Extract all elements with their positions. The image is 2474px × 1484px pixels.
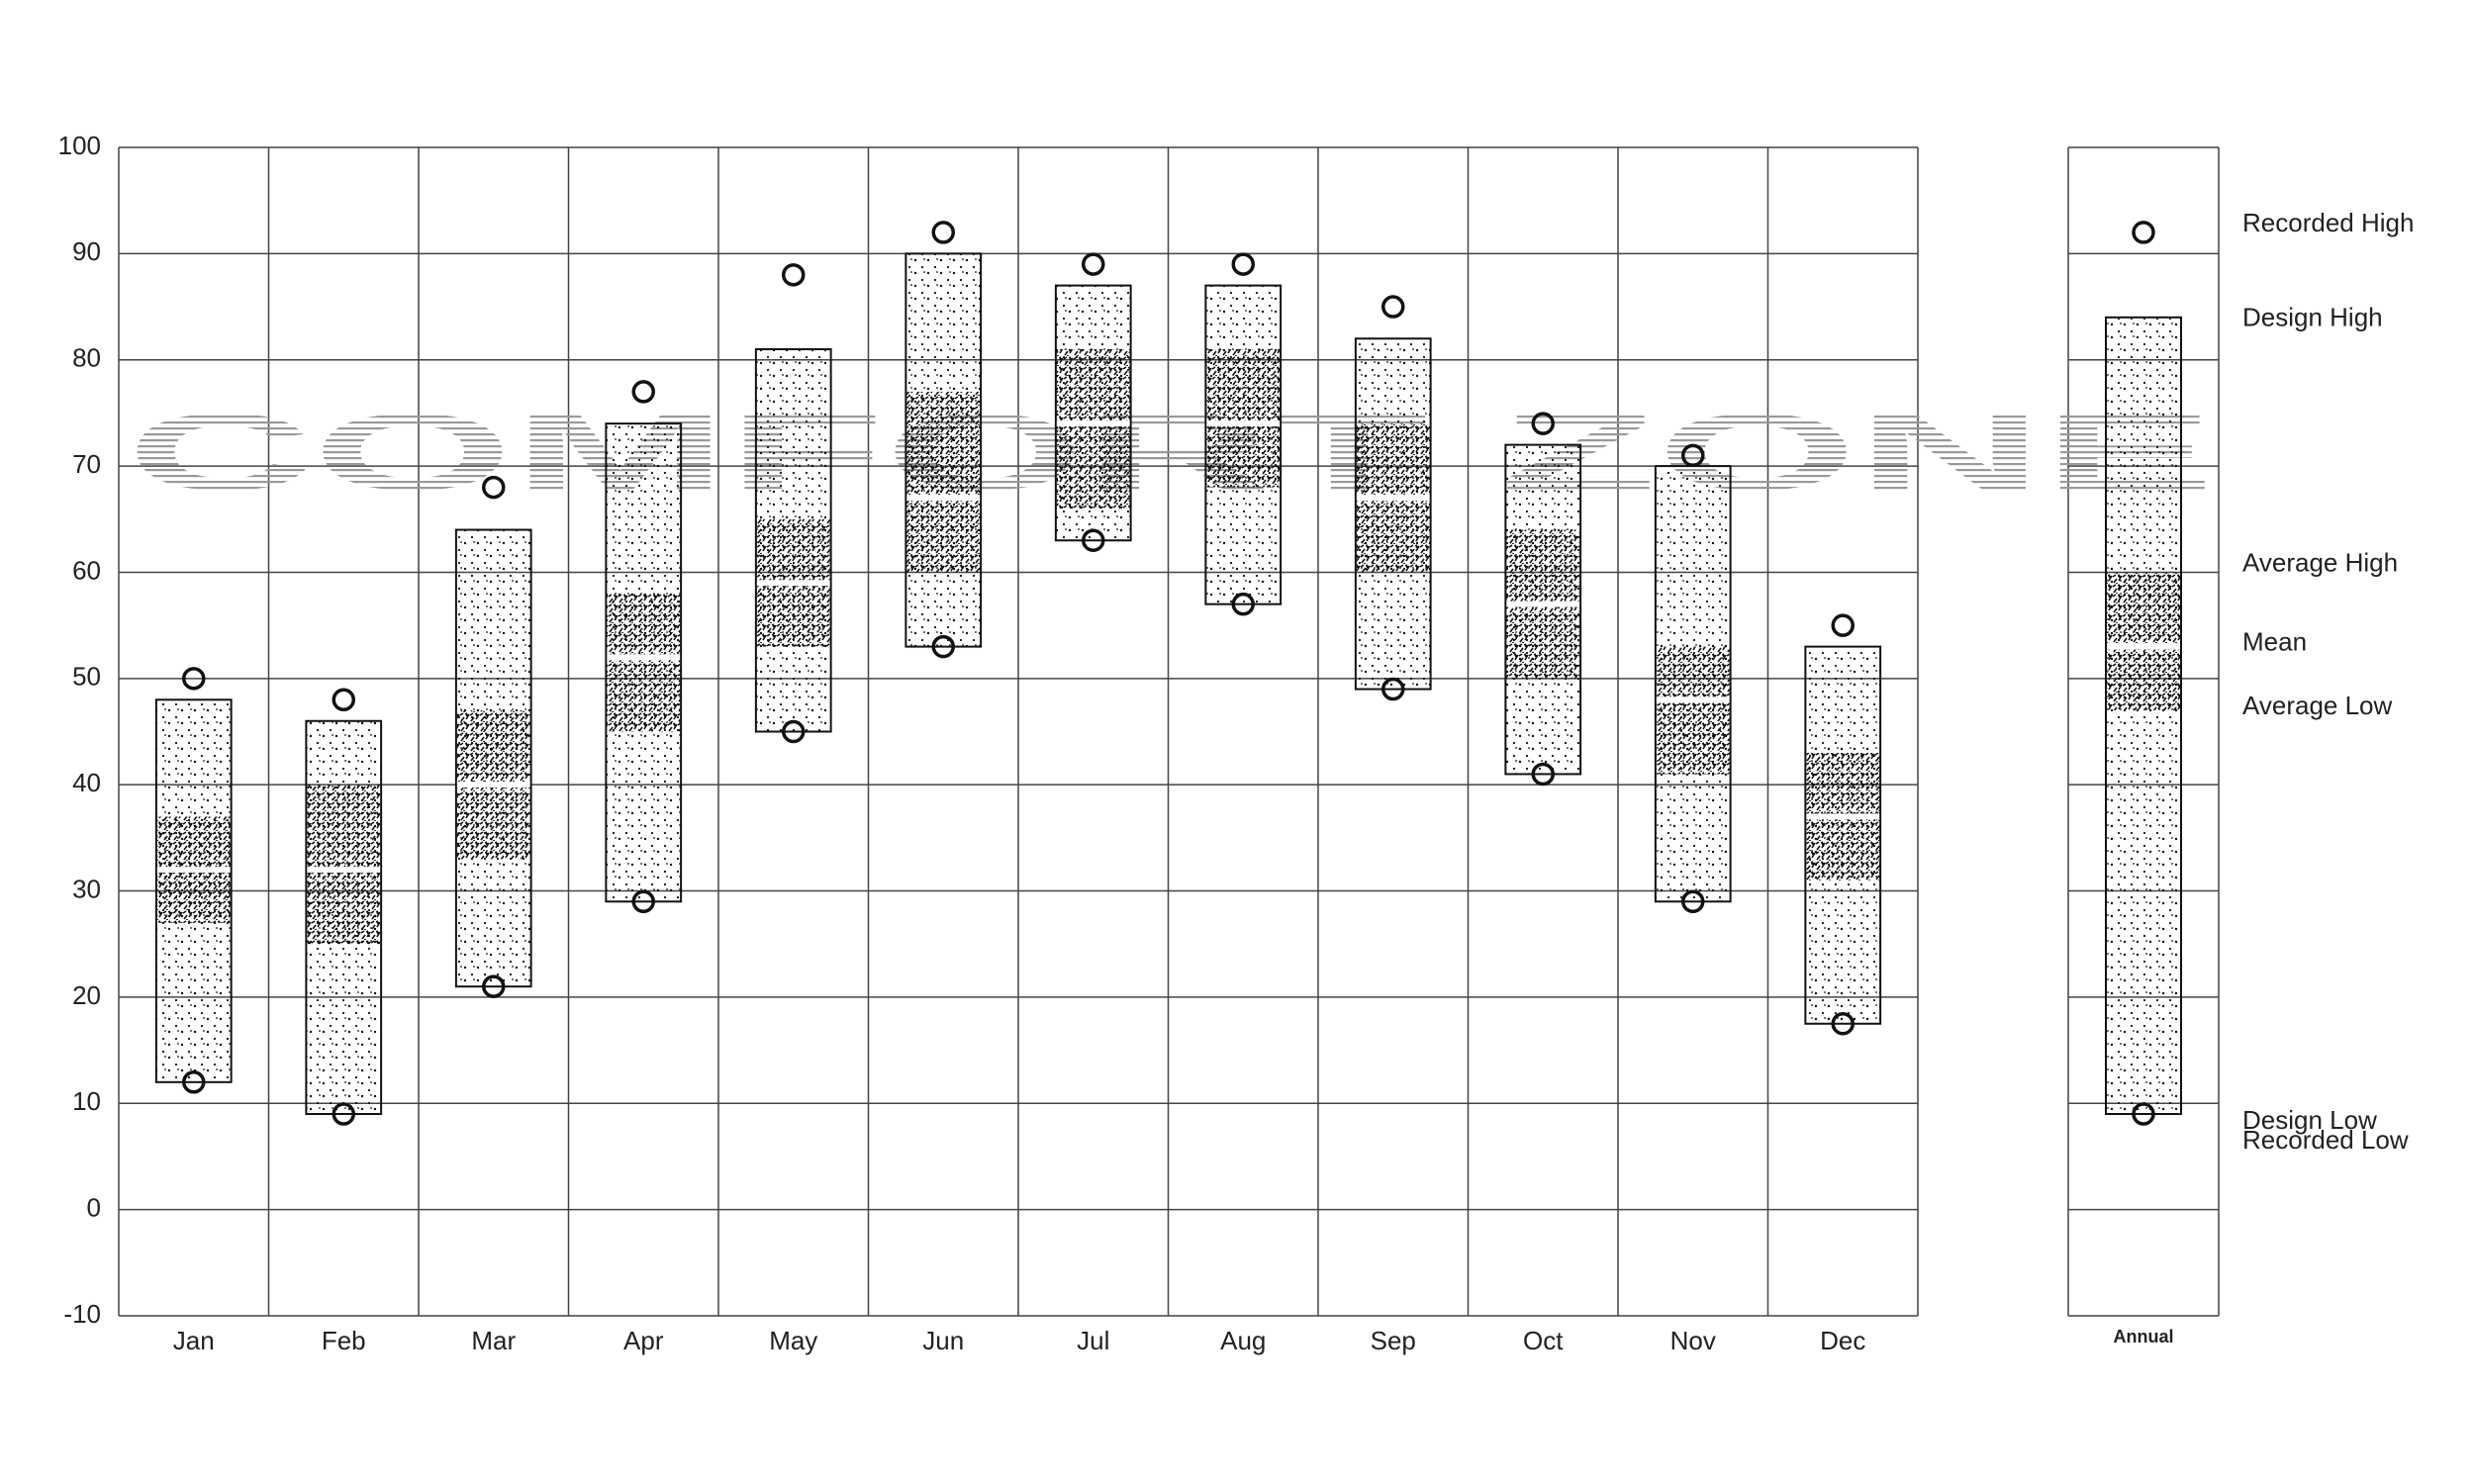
recorded-high: [782, 263, 806, 287]
x-tick-label: Annual: [2114, 1327, 2174, 1346]
y-tick-label: 30: [72, 874, 101, 903]
average-range: [906, 391, 981, 573]
x-tick-label: Jul: [1077, 1326, 1109, 1355]
x-tick-label: Feb: [322, 1326, 366, 1355]
y-tick-label: 70: [72, 449, 101, 479]
recorded-low: [182, 1070, 206, 1094]
recorded-low: [782, 719, 806, 744]
recorded-high: [1381, 295, 1405, 319]
legend-label: Recorded High: [2242, 208, 2414, 237]
y-tick-label: 80: [72, 343, 101, 373]
average-range: [1056, 348, 1130, 510]
y-tick-label: 0: [87, 1193, 101, 1223]
recorded-high: [931, 221, 955, 244]
y-tick-label: 40: [72, 768, 101, 797]
average-range: [307, 785, 381, 945]
x-tick-label: Mar: [471, 1326, 516, 1355]
recorded-high: [1231, 252, 1255, 276]
recorded-high: [1531, 412, 1555, 435]
legend-label: Average High: [2242, 547, 2398, 577]
average-range: [2107, 572, 2180, 711]
recorded-high: [1831, 613, 1855, 637]
x-tick-label: May: [769, 1326, 817, 1355]
design-range: [2105, 316, 2182, 1116]
recorded-low: [1082, 528, 1105, 552]
x-tick-label: Jun: [922, 1326, 964, 1355]
average-range: [1656, 646, 1730, 775]
average-range: [1206, 348, 1281, 488]
recorded-high: [482, 475, 506, 500]
recorded-high: [1082, 252, 1105, 276]
x-tick-label: Aug: [1220, 1326, 1266, 1355]
x-tick-label: Sep: [1371, 1326, 1416, 1355]
y-tick-label: 20: [72, 980, 101, 1010]
y-tick-label: 100: [58, 131, 101, 160]
y-tick-label: -10: [63, 1299, 101, 1329]
recorded-low: [1831, 1012, 1855, 1036]
recorded-low: [1531, 762, 1555, 787]
legend-label: Mean: [2242, 626, 2307, 656]
recorded-low: [332, 1102, 355, 1126]
x-tick-label: Apr: [623, 1326, 664, 1355]
legend-label: Design High: [2242, 303, 2383, 332]
y-tick-label: 50: [72, 662, 101, 692]
recorded-low: [2132, 1102, 2155, 1126]
recorded-low: [631, 889, 655, 914]
y-tick-label: 60: [72, 555, 101, 585]
recorded-low: [482, 974, 506, 998]
y-tick-label: 10: [72, 1086, 101, 1116]
x-tick-label: Nov: [1670, 1326, 1716, 1355]
recorded-low: [1381, 677, 1405, 701]
legend-label: Average Low: [2242, 691, 2393, 720]
x-tick-label: Jan: [173, 1326, 215, 1355]
x-tick-label: Oct: [1523, 1326, 1564, 1355]
recorded-high: [631, 380, 655, 404]
recorded-high: [1681, 443, 1705, 468]
recorded-low: [1681, 889, 1705, 914]
recorded-low: [931, 634, 955, 659]
x-tick-label: Dec: [1820, 1326, 1865, 1355]
recorded-high: [182, 667, 206, 691]
watermark: COMFORT ZONE: [127, 392, 2215, 513]
recorded-high: [332, 688, 355, 712]
legend-label: Design Low: [2242, 1105, 2377, 1135]
y-tick-label: 90: [72, 236, 101, 266]
recorded-low: [1231, 592, 1255, 616]
legend-label: Recorded Low: [2242, 1125, 2409, 1155]
average-range: [607, 593, 681, 732]
recorded-high: [2132, 221, 2155, 244]
